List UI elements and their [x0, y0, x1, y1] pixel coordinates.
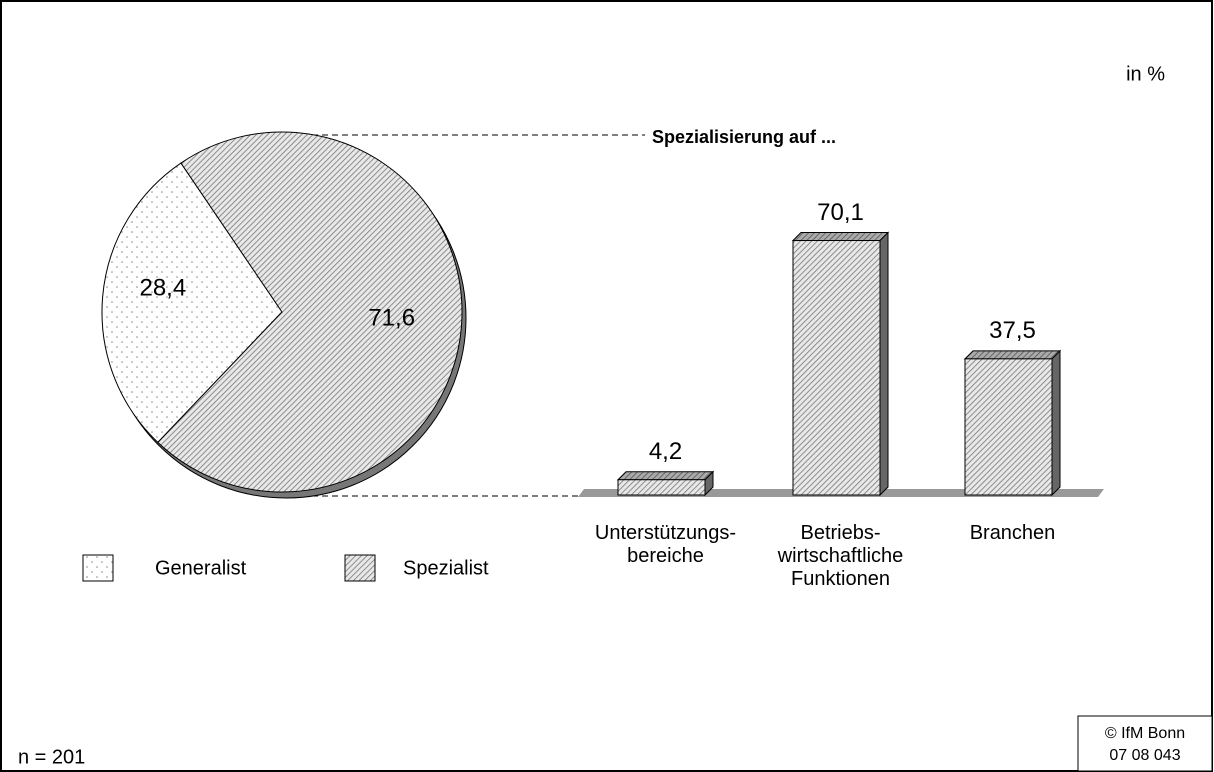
unit: in % [1126, 63, 1165, 85]
source: © IfM Bonn [1105, 725, 1185, 742]
value-label: 70,1 [817, 199, 864, 226]
bar [792, 240, 881, 496]
note: n = 201 [18, 746, 85, 768]
bar-top [791, 232, 890, 242]
bar-side [1051, 349, 1061, 497]
bar [964, 358, 1053, 496]
x-tick-label: Betriebs-wirtschaftliche Funktionen [777, 522, 904, 590]
bar-top [616, 471, 715, 481]
bar-side [879, 231, 889, 497]
x-tick-label: Unterstützungs-bereiche [595, 522, 736, 567]
legend-label: Spezialist [403, 557, 489, 579]
x-tick-label: Branchen [970, 522, 1056, 544]
legend-swatch [82, 554, 114, 582]
pie-slice [101, 162, 283, 444]
bar [617, 479, 706, 496]
pie-slice [157, 131, 463, 493]
pie-label: 71,6 [368, 305, 415, 332]
legend-swatch [344, 554, 376, 582]
source-box [1077, 715, 1213, 772]
value-label: 37,5 [989, 317, 1036, 344]
pie-label: 28,4 [139, 275, 186, 302]
value-label: 4,2 [649, 438, 682, 465]
legend-label: Generalist [155, 557, 247, 579]
source: 07 08 043 [1109, 747, 1180, 764]
bar-title: Spezialisierung auf ... [652, 127, 836, 147]
bar-top [963, 350, 1062, 360]
